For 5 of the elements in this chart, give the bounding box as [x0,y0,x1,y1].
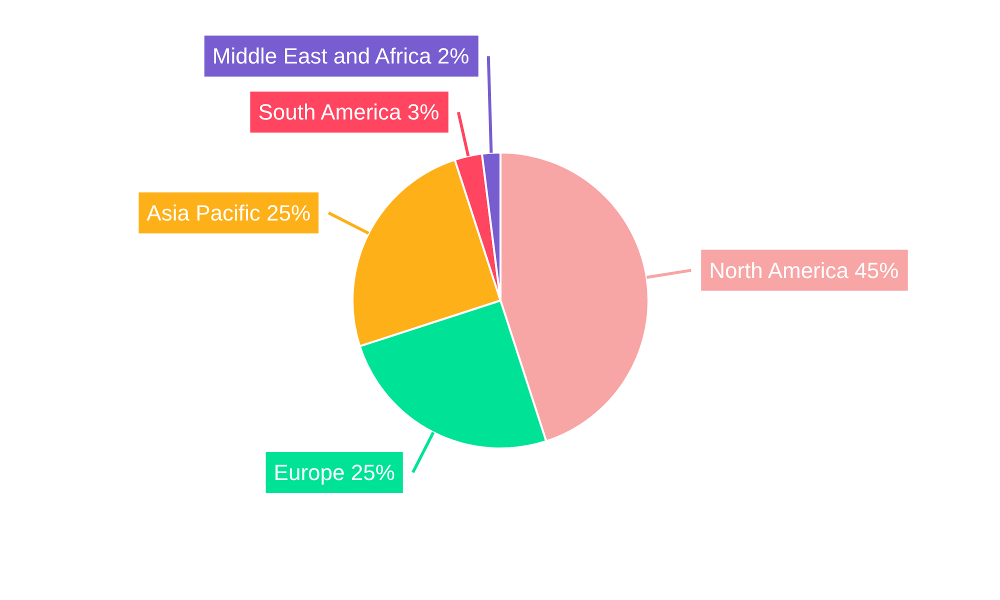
slice-label: Europe 25% [274,460,395,485]
slice-label: South America 3% [258,100,440,125]
slice-label: Asia Pacific 25% [146,200,311,226]
slice-label: North America 45% [709,258,899,283]
slice-label: Middle East and Africa 2% [212,44,470,69]
